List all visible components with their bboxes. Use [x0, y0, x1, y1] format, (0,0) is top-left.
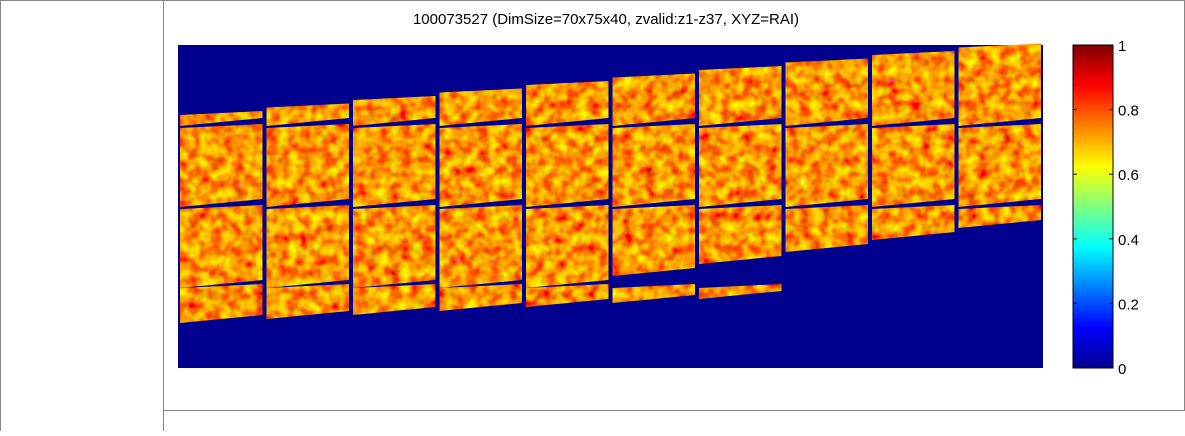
slice [613, 74, 696, 127]
slice [786, 59, 869, 127]
slice [267, 205, 350, 288]
slice [353, 124, 436, 207]
colorbar-tick-label: 0.4 [1118, 232, 1139, 249]
colorbar-tick-label: 0.8 [1118, 103, 1139, 120]
slice [526, 205, 609, 288]
slice [699, 205, 782, 264]
colorbar-tick-label: 0 [1118, 361, 1126, 378]
slice [699, 124, 782, 207]
page: 100073527 (DimSize=70x75x40, zvalid:z1-z… [0, 0, 1185, 431]
slice [786, 205, 869, 252]
slice [613, 205, 696, 276]
colorbar [1073, 45, 1113, 368]
slice [440, 124, 523, 207]
slice [267, 124, 350, 207]
slice [526, 124, 609, 207]
colorbar-tick-label: 1 [1118, 38, 1126, 55]
slice [180, 205, 263, 288]
slice [613, 124, 696, 207]
slice [353, 205, 436, 288]
slice [180, 124, 263, 207]
slice [872, 124, 955, 207]
slice [959, 124, 1042, 207]
slice [872, 51, 955, 126]
slice [786, 124, 869, 207]
slice [440, 205, 523, 288]
slice [699, 66, 782, 126]
figure-title: 100073527 (DimSize=70x75x40, zvalid:z1-z… [413, 11, 799, 28]
colorbar-tick-label: 0.6 [1118, 167, 1139, 184]
figure: 100073527 (DimSize=70x75x40, zvalid:z1-z… [0, 0, 1185, 431]
slice [959, 44, 1042, 127]
colorbar-tick-label: 0.2 [1118, 296, 1139, 313]
